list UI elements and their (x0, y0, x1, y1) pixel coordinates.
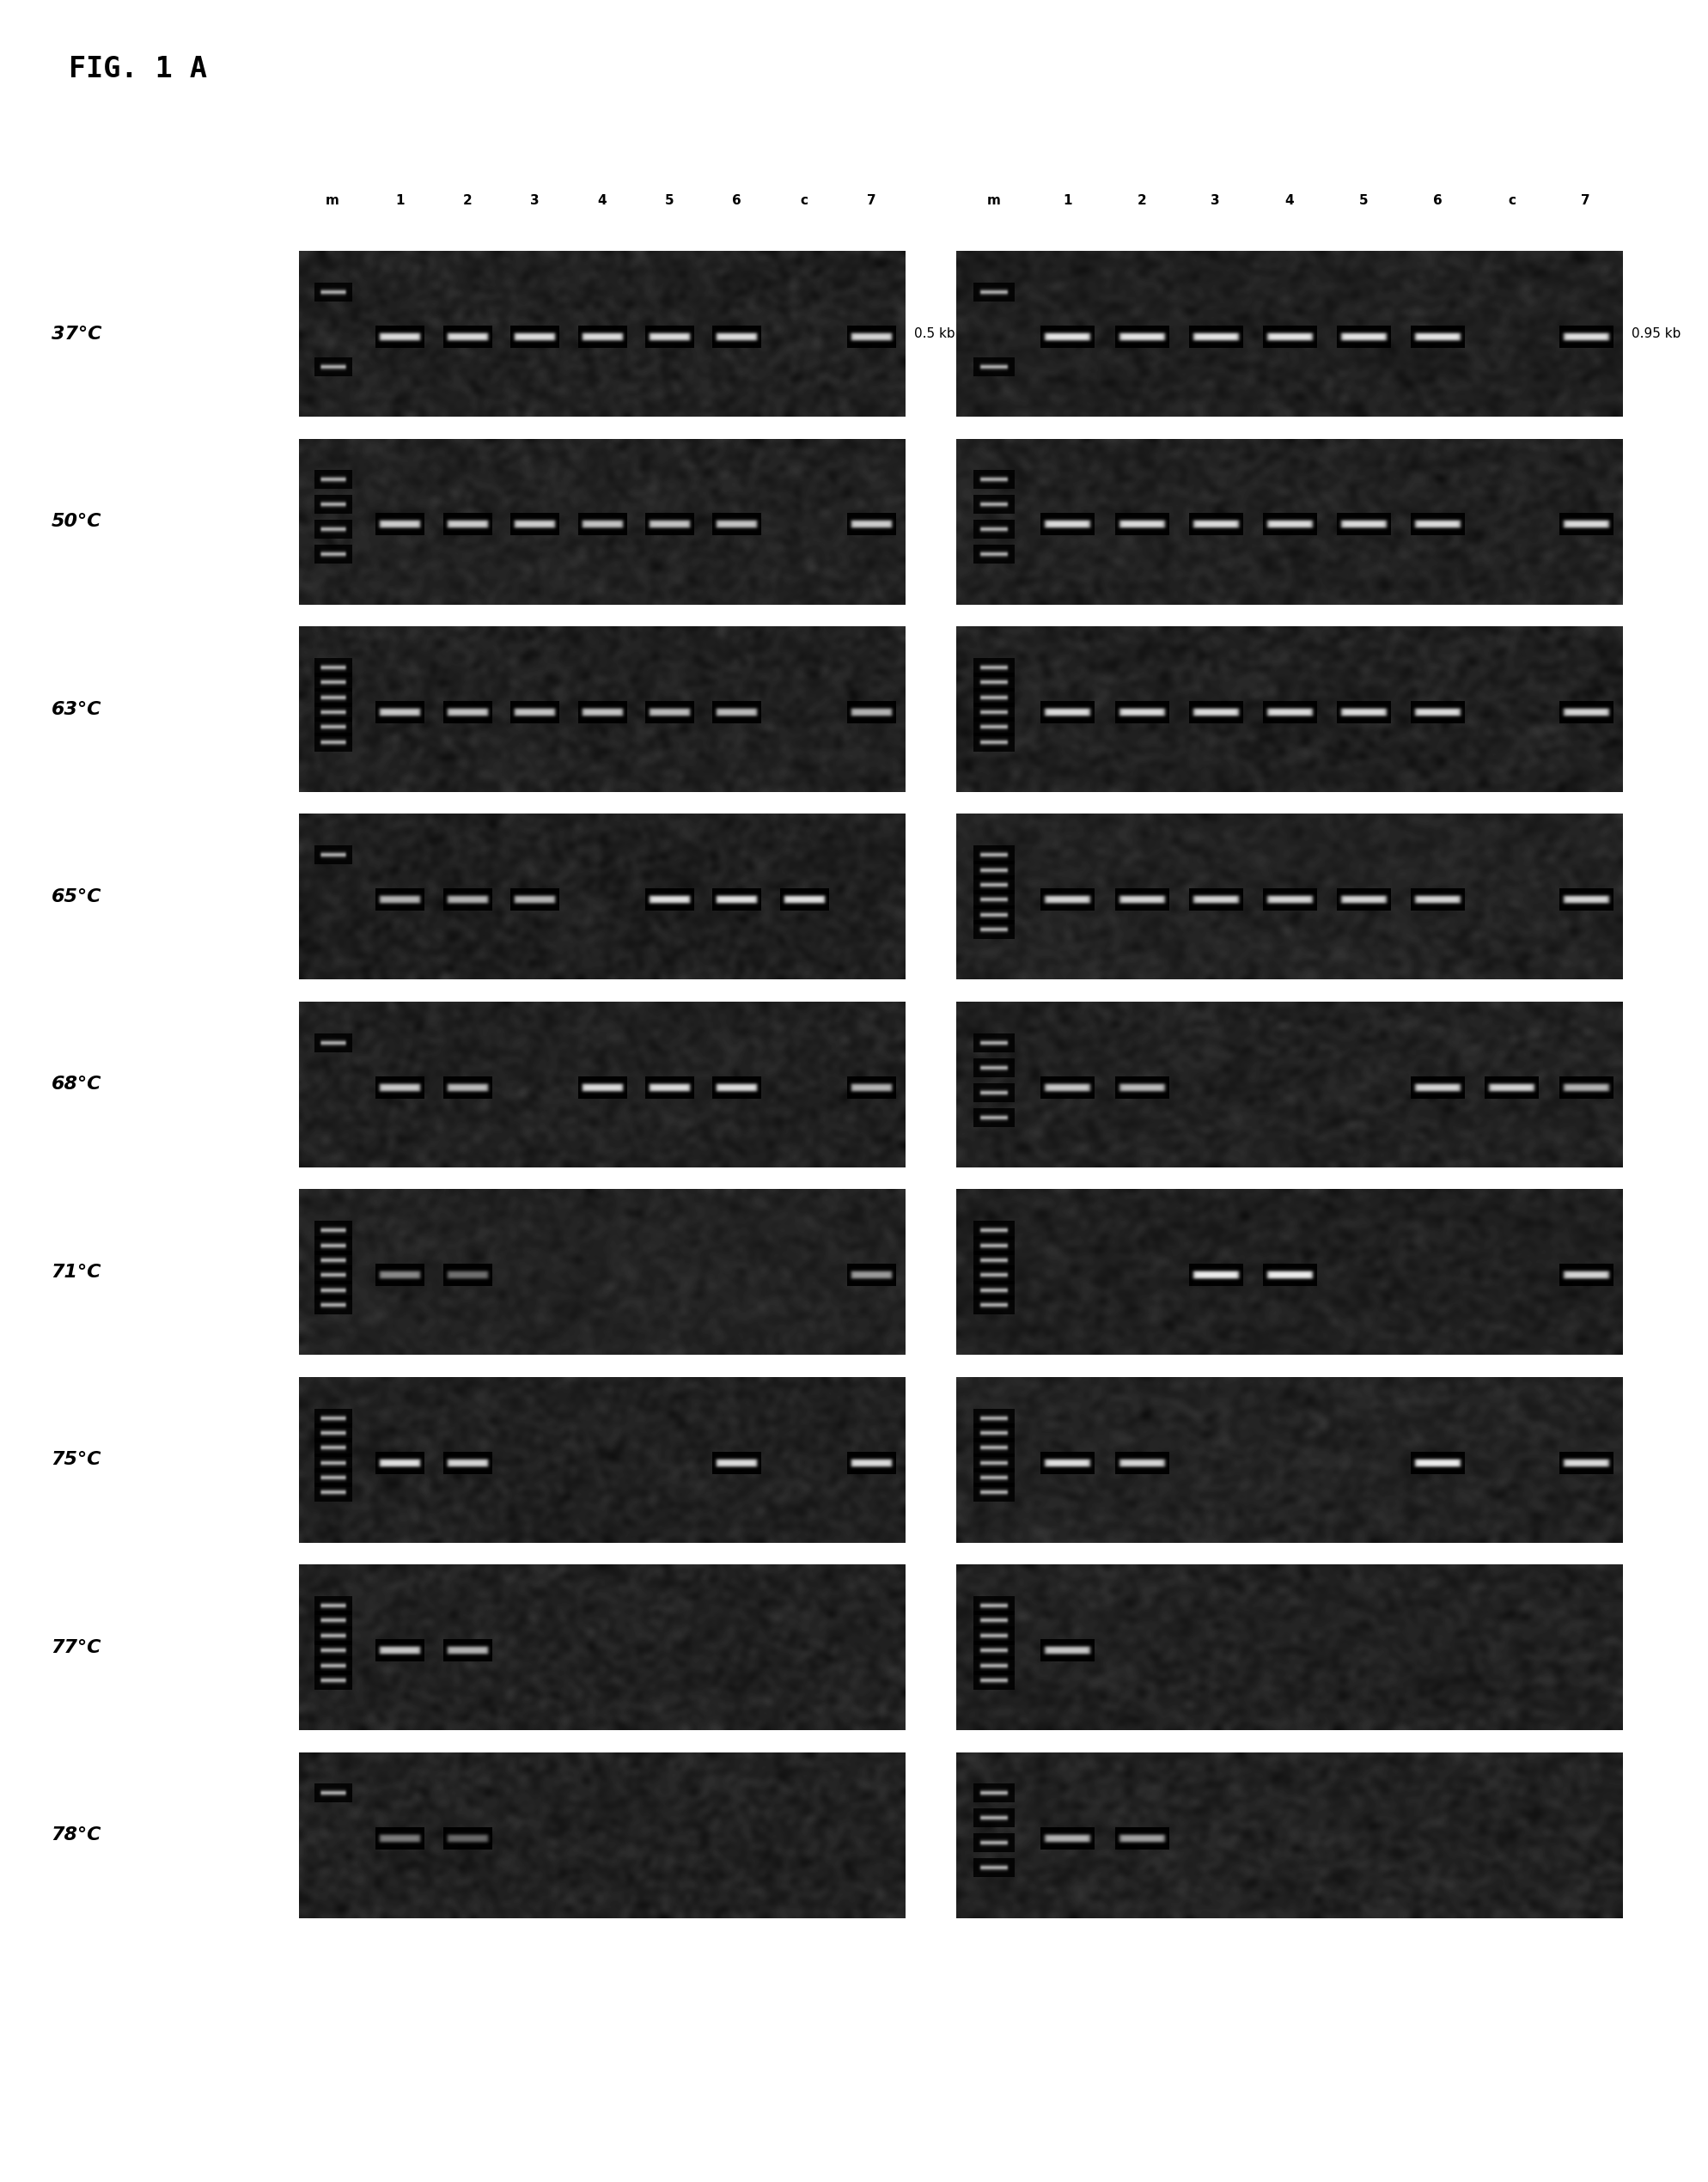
Text: 65°C: 65°C (51, 888, 101, 906)
Text: 1: 1 (1062, 194, 1073, 207)
Text: 7: 7 (868, 194, 876, 207)
Text: 6: 6 (733, 194, 741, 207)
Text: 68°C: 68°C (51, 1076, 101, 1093)
Text: 5: 5 (1360, 194, 1368, 207)
Text: 50°C: 50°C (51, 513, 101, 530)
Text: 2: 2 (463, 194, 471, 207)
Text: 3: 3 (1211, 194, 1220, 207)
Text: 4: 4 (598, 194, 606, 207)
Text: 63°C: 63°C (51, 700, 101, 718)
Text: 3: 3 (529, 194, 540, 207)
Text: m: m (987, 194, 1001, 207)
Text: FIG. 1 A: FIG. 1 A (68, 55, 207, 83)
Text: 75°C: 75°C (51, 1451, 101, 1468)
Text: 0.5 kb: 0.5 kb (914, 327, 955, 340)
Text: 5: 5 (664, 194, 675, 207)
Text: 37°C: 37°C (51, 325, 101, 343)
Text: 0.95 kb: 0.95 kb (1631, 327, 1681, 340)
Text: 4: 4 (1284, 194, 1295, 207)
Text: 1: 1 (396, 194, 405, 207)
Text: c: c (1508, 194, 1515, 207)
Text: c: c (801, 194, 808, 207)
Text: 71°C: 71°C (51, 1263, 101, 1281)
Text: 7: 7 (1582, 194, 1590, 207)
Text: 78°C: 78°C (51, 1826, 101, 1844)
Text: 6: 6 (1433, 194, 1442, 207)
Text: 2: 2 (1138, 194, 1146, 207)
Text: m: m (326, 194, 340, 207)
Text: 77°C: 77°C (51, 1639, 101, 1656)
